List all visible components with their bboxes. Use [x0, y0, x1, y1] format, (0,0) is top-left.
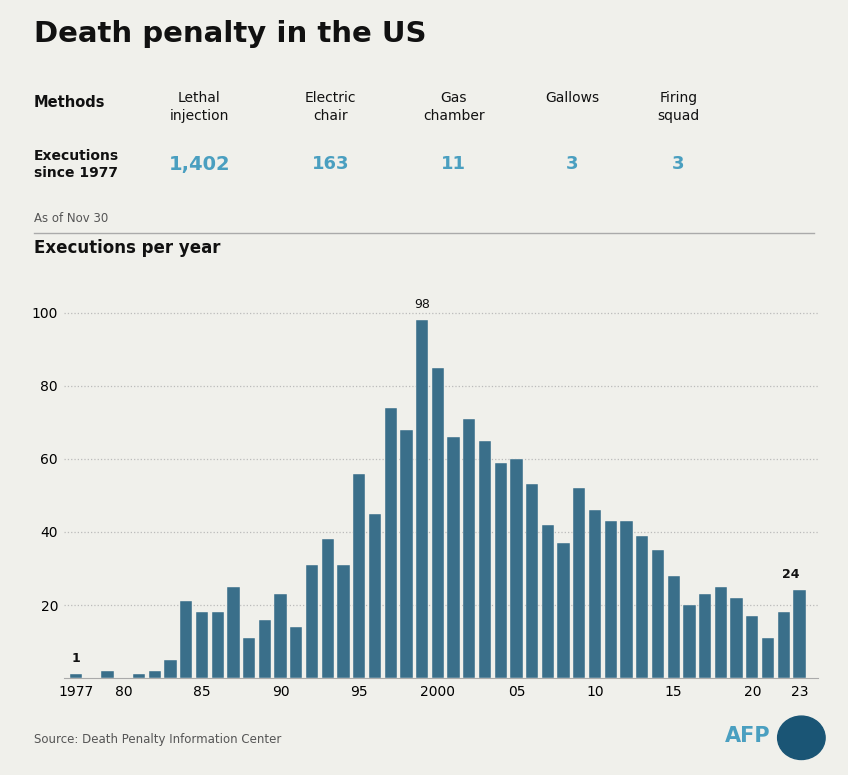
Bar	[133, 674, 145, 678]
Text: Lethal
injection: Lethal injection	[170, 91, 229, 122]
Text: 11: 11	[441, 155, 466, 173]
Text: 1: 1	[72, 653, 81, 665]
Bar	[165, 660, 176, 678]
Bar	[400, 429, 412, 678]
Text: Electric
chair: Electric chair	[305, 91, 356, 122]
Bar	[416, 320, 428, 678]
Bar	[683, 605, 695, 678]
Bar	[290, 627, 303, 678]
Bar	[510, 459, 522, 678]
Text: Executions per year: Executions per year	[34, 239, 220, 257]
Text: 3: 3	[672, 155, 684, 173]
Bar	[494, 463, 507, 678]
Text: 98: 98	[414, 298, 430, 311]
Bar	[762, 638, 774, 678]
Bar	[321, 539, 334, 678]
Text: 1,402: 1,402	[169, 155, 230, 174]
Text: As of Nov 30: As of Nov 30	[34, 212, 109, 226]
Bar	[652, 550, 664, 678]
Text: AFP: AFP	[725, 725, 771, 746]
Bar	[306, 565, 318, 678]
Bar	[621, 521, 633, 678]
Text: Source: Death Penalty Information Center: Source: Death Penalty Information Center	[34, 732, 282, 746]
Bar	[479, 441, 491, 678]
Bar	[699, 594, 711, 678]
Bar	[526, 484, 538, 678]
Bar	[369, 514, 381, 678]
Bar	[70, 674, 82, 678]
Bar	[353, 474, 365, 678]
Bar	[211, 612, 224, 678]
Bar	[432, 367, 444, 678]
Text: Gas
chamber: Gas chamber	[423, 91, 484, 122]
Bar	[338, 565, 349, 678]
Bar	[243, 638, 255, 678]
Bar	[746, 616, 758, 678]
Bar	[636, 536, 649, 678]
Text: Executions
since 1977: Executions since 1977	[34, 149, 119, 180]
Text: Firing
squad: Firing squad	[657, 91, 700, 122]
Bar	[148, 671, 161, 678]
Bar	[573, 488, 585, 678]
Bar	[448, 437, 460, 678]
Bar	[259, 620, 271, 678]
Bar	[227, 587, 239, 678]
Text: 163: 163	[312, 155, 349, 173]
Bar	[715, 587, 727, 678]
Text: Methods: Methods	[34, 95, 105, 110]
Bar	[196, 612, 208, 678]
Bar	[275, 594, 287, 678]
Bar	[557, 543, 570, 678]
Bar	[180, 601, 192, 678]
Bar	[102, 671, 114, 678]
Bar	[384, 408, 397, 678]
Bar	[778, 612, 789, 678]
Text: 3: 3	[566, 155, 578, 173]
Bar	[463, 418, 476, 678]
Bar	[794, 591, 806, 678]
Text: Gallows: Gallows	[545, 91, 600, 105]
Text: Death penalty in the US: Death penalty in the US	[34, 20, 427, 48]
Text: 24: 24	[782, 568, 800, 581]
Bar	[542, 525, 554, 678]
Bar	[667, 576, 680, 678]
Bar	[605, 521, 616, 678]
Bar	[589, 510, 601, 678]
Bar	[730, 598, 743, 678]
